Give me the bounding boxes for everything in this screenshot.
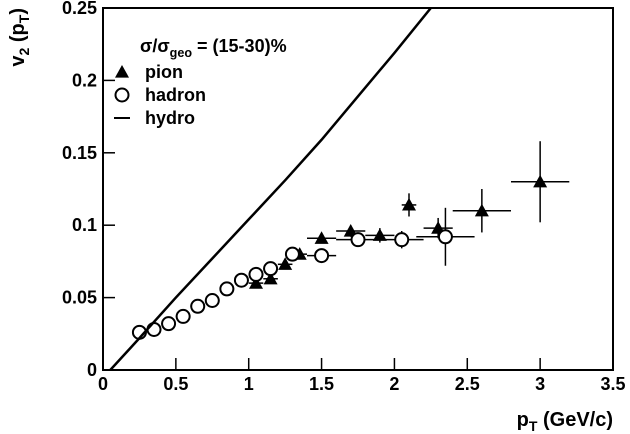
legend-label: hadron	[145, 85, 206, 105]
marker-triangle	[474, 203, 489, 217]
y-tick-label: 0.05	[62, 288, 97, 308]
marker-circle	[204, 292, 220, 308]
marker-triangle	[278, 257, 293, 270]
legend-marker	[114, 87, 130, 103]
legend-label: pion	[145, 62, 183, 82]
x-tick-label: 0.5	[163, 374, 188, 394]
legend-title-part: = (15-30)%	[192, 36, 287, 56]
legend-title-part: geo	[170, 46, 193, 60]
x-tick-label: 3.5	[600, 374, 625, 394]
y-axis-label-part: (p	[7, 23, 29, 47]
y-axis-label-part: T	[16, 14, 32, 23]
legend-title: σ/σgeo = (15-30)%	[140, 36, 287, 60]
legend-label: hydro	[145, 108, 195, 128]
x-axis-label-part: (GeV/c)	[537, 409, 613, 431]
marker-circle	[161, 316, 177, 332]
x-tick-label: 1.5	[309, 374, 334, 394]
x-axis-label-part: p	[517, 409, 529, 431]
marker-triangle	[314, 231, 329, 244]
plot-area	[109, 8, 570, 370]
marker-triangle	[263, 271, 278, 285]
marker-circle	[248, 266, 264, 282]
y-axis-label-part: 2	[16, 47, 32, 55]
marker-circle	[394, 232, 410, 248]
marker-circle	[219, 281, 235, 297]
x-tick-label: 3	[535, 374, 545, 394]
y-axis-label-part: )	[7, 8, 29, 15]
hydro-line	[109, 8, 432, 370]
marker-triangle	[402, 197, 416, 211]
x-axis-label-part: T	[529, 418, 538, 434]
y-tick-label: 0.1	[72, 215, 97, 235]
marker-circle	[437, 229, 453, 245]
x-tick-label: 0	[98, 374, 108, 394]
x-tick-label: 1	[244, 374, 254, 394]
marker-triangle	[372, 228, 387, 241]
x-tick-label: 2	[389, 374, 399, 394]
y-tick-label: 0	[87, 360, 97, 380]
y-tick-label: 0.2	[72, 70, 97, 90]
marker-circle	[284, 246, 300, 262]
y-tick-label: 0.15	[62, 143, 97, 163]
marker-circle	[263, 261, 279, 277]
legend-title-part: σ/σ	[140, 36, 170, 56]
y-tick-label: 0.25	[62, 0, 97, 18]
y-axis-label-part: v	[7, 55, 29, 67]
marker-circle	[190, 298, 206, 314]
x-tick-label: 2.5	[455, 374, 480, 394]
marker-circle	[350, 232, 366, 248]
marker-triangle	[533, 174, 548, 188]
marker-circle	[175, 308, 191, 324]
plot-frame	[102, 7, 614, 371]
marker-circle	[146, 321, 162, 337]
legend-marker	[115, 65, 129, 78]
x-axis-label: pT (GeV/c)	[517, 409, 613, 434]
marker-circle	[314, 248, 330, 264]
y-axis-label: v2 (pT)	[7, 8, 32, 67]
marker-circle	[233, 272, 249, 288]
marker-triangle	[249, 276, 263, 289]
